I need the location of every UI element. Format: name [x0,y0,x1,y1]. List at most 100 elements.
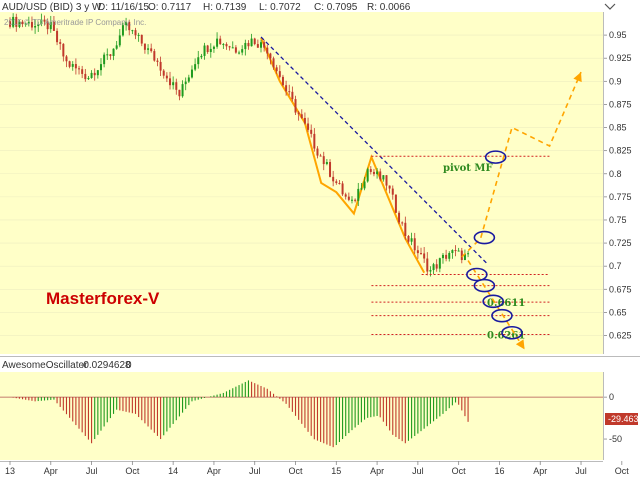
candle-body [407,235,410,242]
projection-down-arrowhead [515,339,525,350]
candle-body [234,47,237,53]
price-tick-label: 0.875 [609,99,632,109]
candle-body [294,99,297,113]
time-axis: 13 Apr Jul Oct 14 Apr Jul Oct 15 Apr Jul Oct 16 Apr Ju… [5,461,629,476]
candle-body [429,270,432,272]
candle-body [357,188,360,201]
ellipse-marker [501,325,523,340]
candle-body [181,84,184,97]
candle-body [354,199,357,201]
header-range: R: 0.0066 [367,2,411,13]
ellipse-marker [491,308,513,323]
candle-body [341,183,344,195]
candle-body [212,46,215,49]
candle-body [30,22,33,28]
candle-body [316,148,319,156]
candle-body [134,30,137,36]
time-tick-label: 15 [331,466,341,476]
time-tick-label: Oct [289,466,304,476]
candle-body [426,258,429,272]
oscillator-param: 0 [126,360,132,371]
time-tick-label: Jul [249,466,261,476]
projection-up-arrowhead [573,72,582,83]
candle-body [40,19,43,25]
trendline [260,36,488,264]
candle-body [109,54,112,56]
candle-body [15,16,18,27]
candle-body [360,188,363,190]
candle-body [165,75,168,79]
candle-body [260,42,262,48]
oscillator-current-badge [605,413,638,425]
brand-label: Masterforex-V [46,289,160,308]
candle-body [115,45,118,49]
candle-body [90,72,93,78]
candle-body [372,171,375,175]
orange-wave-lines [260,37,426,274]
candle-body [404,222,407,236]
oscillator-name: AwesomeOscillator [2,360,88,371]
candle-body [445,254,448,259]
candle-body [27,22,30,24]
price-tick-label: 0.925 [609,53,632,63]
candle-body [34,26,37,28]
candle-body [319,155,322,157]
price-grid [0,34,603,336]
candle-body [103,54,106,65]
candle-body [125,21,128,26]
candle-body [347,196,350,200]
wave-polyline [260,37,426,274]
candle-body [65,56,68,62]
header-low: L: 0.7072 [259,2,301,13]
candle-body [225,44,228,47]
price-tick-label: 0.7 [609,261,622,271]
candle-body [150,48,153,52]
oscillator-current-value: -29.463 [608,414,639,424]
time-tick-label: Oct [452,466,467,476]
candle-body [128,21,131,31]
candle-body [313,133,316,149]
candle-body [162,70,165,76]
chevron-down-icon[interactable] [604,3,616,10]
candle-body [435,264,438,269]
candle-body [350,199,353,201]
candle-body [376,171,379,175]
candle-body [56,30,59,43]
candle-body [310,129,313,134]
candle-body [391,188,394,195]
price-tick-label: 0.75 [609,215,627,225]
candle-body [74,64,77,69]
candle-body [9,21,11,27]
candle-body [147,48,150,50]
candle-body [344,194,347,197]
candle-body [423,253,426,259]
candle-body [285,85,288,92]
candle-body [84,73,87,80]
candle-body [118,35,121,46]
price-tick-label: 0.625 [609,331,632,341]
candle-body [81,69,84,74]
candle-body [413,238,416,251]
candle-body [388,185,391,189]
oscillator-tick-label: 0 [609,392,614,402]
candle-body [59,42,62,44]
candle-body [112,48,115,56]
price-tick-label: 0.675 [609,284,632,294]
candle-body [222,44,225,46]
price-tick-label: 0.95 [609,30,627,40]
price-tick-label: 0.9 [609,76,622,86]
candle-body [197,57,200,65]
candle-body [153,51,156,61]
time-tick-label: Oct [125,466,140,476]
level-label: 0.6611 [487,298,525,309]
price-tick-label: 0.775 [609,192,632,202]
candle-body [401,222,404,224]
time-tick-label: Apr [370,466,384,476]
level-label: 0.6261 [487,330,525,341]
candle-body [68,61,71,67]
candle-body [87,77,90,80]
candle-body [338,183,341,185]
price-tick-label: 0.65 [609,307,627,317]
candle-body [467,253,470,255]
